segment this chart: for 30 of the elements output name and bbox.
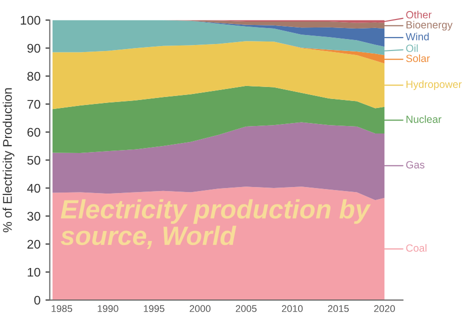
x-tick-label: 2000 bbox=[190, 305, 210, 312]
y-tick-label: 0 bbox=[34, 296, 40, 305]
legend-label: Wind bbox=[406, 32, 429, 40]
x-tick-label: 2005 bbox=[236, 305, 257, 312]
y-tick-label: 80 bbox=[27, 72, 40, 81]
x-tick-label: 2010 bbox=[282, 305, 303, 312]
y-axis-title: % of Electricity Production bbox=[2, 88, 14, 232]
legend-label: Bioenergy bbox=[406, 20, 453, 31]
legend-label: Oil bbox=[406, 44, 418, 52]
x-tick-label: 2020 bbox=[374, 305, 395, 312]
legend-label: Hydropower bbox=[406, 80, 462, 90]
legend-label: Coal bbox=[406, 244, 426, 252]
y-tick-label: 10 bbox=[28, 268, 40, 277]
y-tick-label: 50 bbox=[27, 156, 40, 165]
legend-label: Other bbox=[406, 10, 432, 18]
text: Electricity production by source, World bbox=[60, 199, 371, 249]
y-tick-label: 60 bbox=[27, 128, 40, 137]
x-tick-label: 1985 bbox=[52, 305, 72, 312]
y-tick-label: 70 bbox=[27, 100, 40, 109]
y-tick-label: 100 bbox=[20, 16, 40, 25]
legend-label: Solar bbox=[406, 54, 430, 62]
y-tick-label: 40 bbox=[27, 184, 40, 193]
legend-label: Nuclear bbox=[406, 115, 442, 123]
legend-label: Gas bbox=[406, 161, 424, 168]
x-tick-label: 1995 bbox=[144, 305, 164, 312]
x-tick-label: 1990 bbox=[98, 305, 118, 312]
y-tick-label: 30 bbox=[27, 212, 40, 221]
y-tick-label: 20 bbox=[27, 240, 40, 249]
y-tick-label: 90 bbox=[27, 44, 40, 53]
x-tick-label: 2015 bbox=[328, 305, 349, 312]
